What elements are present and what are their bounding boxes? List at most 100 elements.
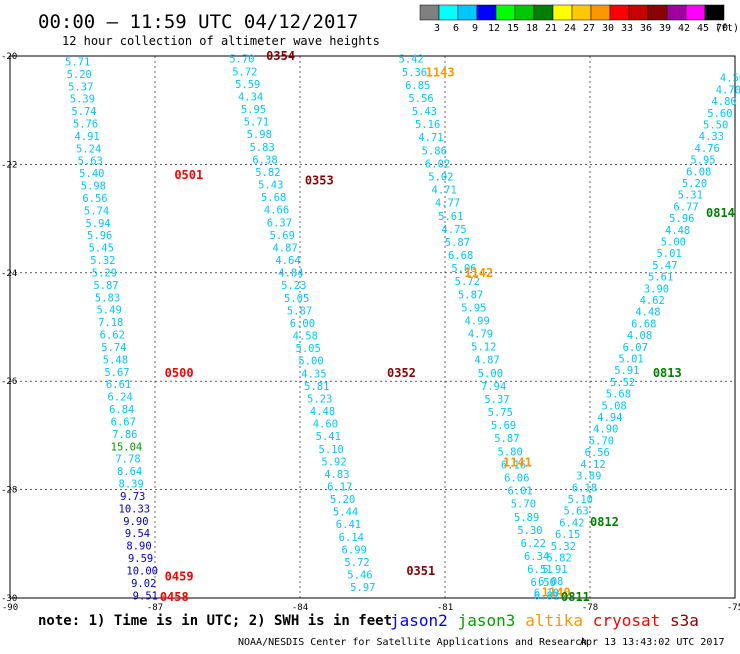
wave-height-value: 6.51: [527, 564, 552, 576]
wave-height-value: 5.97: [350, 582, 375, 594]
wave-height-value: 7.18: [98, 317, 123, 329]
time-label: 1141: [503, 456, 532, 470]
wave-height-value: 3.89: [576, 471, 601, 483]
wave-height-value: 5.83: [95, 292, 120, 304]
colorbar-label: 45: [697, 23, 709, 34]
wave-height-value: 5.49: [96, 305, 121, 317]
legend-note: note: 1) Time is in UTC; 2) SWH is in fe…: [38, 613, 392, 629]
y-tick-label: -20: [1, 52, 17, 62]
wave-height-value: 6.01: [507, 486, 532, 498]
wave-height-value: 5.92: [321, 456, 346, 468]
wave-height-value: 6.56: [82, 193, 107, 205]
colorbar-label: 39: [659, 23, 671, 34]
x-tick-label: -90: [2, 603, 18, 613]
wave-height-value: 5.87: [494, 433, 519, 445]
colorbar-swatch: [533, 4, 554, 21]
colorbar-swatch: [571, 4, 592, 21]
colorbar-swatch: [590, 4, 611, 21]
wave-height-value: 5.96: [87, 230, 112, 242]
wave-height-value: 5.75: [488, 407, 513, 419]
wave-height-value: 6.61: [106, 379, 131, 391]
wave-height-value: 5.68: [261, 192, 286, 204]
colorbar-label: 3: [434, 23, 440, 34]
wave-height-value: 5.87: [93, 280, 118, 292]
wave-height-value: 4.91: [74, 131, 99, 143]
colorbar-swatch: [552, 4, 573, 21]
wave-height-value: 7.94: [481, 381, 506, 393]
colorbar-label: 36: [640, 23, 652, 34]
wave-height-value: 6.68: [631, 318, 656, 330]
wave-height-value: 4.60: [313, 419, 338, 431]
chart-title: 00:00 — 11:59 UTC 04/12/2017: [38, 11, 358, 33]
wave-height-value: 5.59: [235, 79, 260, 91]
colorbar-swatch: [685, 4, 706, 21]
time-label: 0458: [160, 590, 189, 604]
time-label: 0459: [165, 569, 194, 583]
wave-height-value: 5.60: [707, 108, 732, 120]
wave-height-value: 6.85: [405, 80, 430, 92]
wave-height-value: 5.20: [67, 69, 92, 81]
wave-height-value: 5.32: [551, 541, 576, 553]
colorbar-label: 15: [507, 23, 519, 34]
wave-height-value: 6.02: [425, 158, 450, 170]
wave-height-value: 4.08: [627, 330, 652, 342]
wave-height-value: 6.18: [572, 482, 597, 494]
wave-height-value: 5.71: [244, 117, 269, 129]
x-tick-label: -81: [437, 603, 453, 613]
wave-height-value: 5.87: [458, 289, 483, 301]
wave-height-value: 5.68: [606, 389, 631, 401]
time-label: 1143: [426, 65, 455, 79]
wave-height-value: 5.08: [602, 400, 627, 412]
wave-height-value: 3.90: [644, 283, 669, 295]
time-label: 0814: [706, 206, 735, 220]
wave-height-value: 6.68: [448, 250, 473, 262]
wave-height-value: 5.95: [461, 302, 486, 314]
wave-height-value: 5.01: [656, 248, 681, 260]
chart-subtitle: 12 hour collection of altimeter wave hei…: [62, 34, 380, 48]
wave-height-value: 5.72: [344, 557, 369, 569]
wave-height-value: 5.42: [399, 54, 424, 66]
wave-height-value: 5.10: [568, 494, 593, 506]
wave-height-value: 5.43: [258, 180, 283, 192]
wave-height-value: 4.80: [711, 96, 736, 108]
time-label: 0813: [653, 366, 682, 380]
wave-height-value: 9.51: [133, 590, 158, 602]
wave-height-value: 5.71: [65, 56, 90, 68]
wave-height-value: 5.94: [85, 218, 110, 230]
wave-height-value: 4.75: [441, 224, 466, 236]
wave-height-value: 6.56: [585, 447, 610, 459]
wave-height-value: 5.39: [70, 94, 95, 106]
wave-height-value: 9.54: [125, 528, 150, 540]
wave-height-value: 5.23: [307, 393, 332, 405]
wave-height-value: 5.76: [73, 118, 98, 130]
wave-height-value: 5.91: [542, 564, 567, 576]
colorbar-label: 42: [678, 23, 690, 34]
wave-height-value: 5.89: [514, 512, 539, 524]
time-label: 0501: [174, 168, 203, 182]
wave-height-value: 5.46: [347, 570, 372, 582]
wave-height-value: 4.77: [435, 198, 460, 210]
colorbar-label: 21: [545, 23, 557, 34]
wave-height-value: 6.38: [252, 154, 277, 166]
wave-height-value: 4.94: [597, 412, 622, 424]
wave-height-value: 4.87: [273, 242, 298, 254]
wave-height-value: 5.40: [79, 168, 104, 180]
colorbar-swatch: [704, 4, 725, 21]
wave-height-value: 4.64: [275, 255, 300, 267]
colorbar-label: 9: [472, 23, 478, 34]
wave-height-value: 5.72: [455, 276, 480, 288]
wave-height-value: 5.16: [415, 119, 440, 131]
legend-item-s3a: s3a: [670, 611, 699, 630]
wave-height-value: 8.90: [126, 541, 151, 553]
y-tick-label: -28: [1, 486, 17, 496]
wave-height-value: 6.17: [327, 482, 352, 494]
wave-height-value: 5.74: [71, 106, 96, 118]
wave-height-value: 5.98: [247, 129, 272, 141]
x-tick-label: -75: [727, 603, 740, 613]
wave-height-value: 5.31: [678, 190, 703, 202]
wave-height-value: 4.70: [716, 84, 740, 96]
wave-height-value: 5.32: [90, 255, 115, 267]
wave-height-value: 6.84: [109, 404, 134, 416]
time-label: 0812: [590, 515, 619, 529]
